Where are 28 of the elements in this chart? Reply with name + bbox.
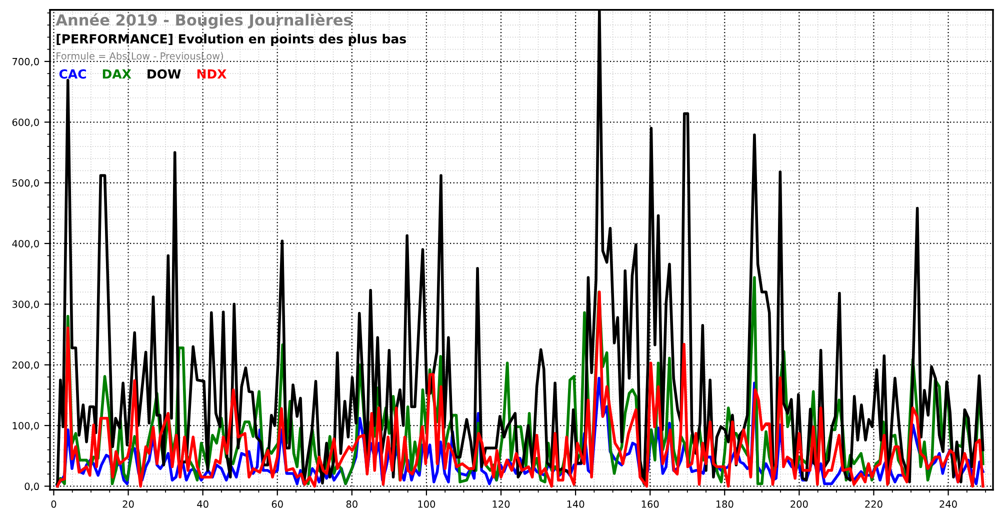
x-tick-label: 120	[492, 500, 510, 508]
x-tick-label: 0	[51, 500, 56, 508]
chart-title: Année 2019 - Bougies Journalières	[56, 13, 352, 29]
text: NDX	[197, 69, 226, 79]
y-tick-label: 700,0	[12, 58, 39, 66]
y-tick-label: 600,0	[12, 118, 39, 127]
y-tick-label: 400,0	[12, 240, 39, 248]
y-tick-label: 100,0	[12, 422, 39, 430]
annotation: Formule = Abs(Low - PreviousLow)	[56, 52, 224, 61]
x-tick-label: 200	[790, 500, 808, 508]
y-tick-label: 500,0	[12, 179, 39, 188]
y-tick-label: 0,0	[24, 482, 39, 492]
text: DAX	[102, 69, 132, 79]
x-tick-label: 60	[272, 500, 283, 508]
y-tick-label: 300,0	[12, 300, 39, 309]
x-tick-label: 80	[346, 500, 358, 508]
y-tick-label: 200,0	[12, 361, 39, 370]
x-tick-label: 240	[940, 500, 957, 508]
x-tick-label: 180	[716, 500, 734, 508]
x-tick-label: 140	[567, 500, 584, 508]
text: CAC	[59, 69, 86, 79]
x-tick-label: 220	[865, 500, 882, 508]
x-tick-label: 160	[642, 500, 659, 508]
x-tick-label: 40	[197, 500, 208, 508]
text: DOW	[148, 69, 181, 79]
text: [PERFORMANCE] Evolution en points des plus bas	[56, 34, 406, 46]
x-tick-label: 100	[418, 500, 436, 508]
x-tick-label: 20	[122, 500, 134, 508]
